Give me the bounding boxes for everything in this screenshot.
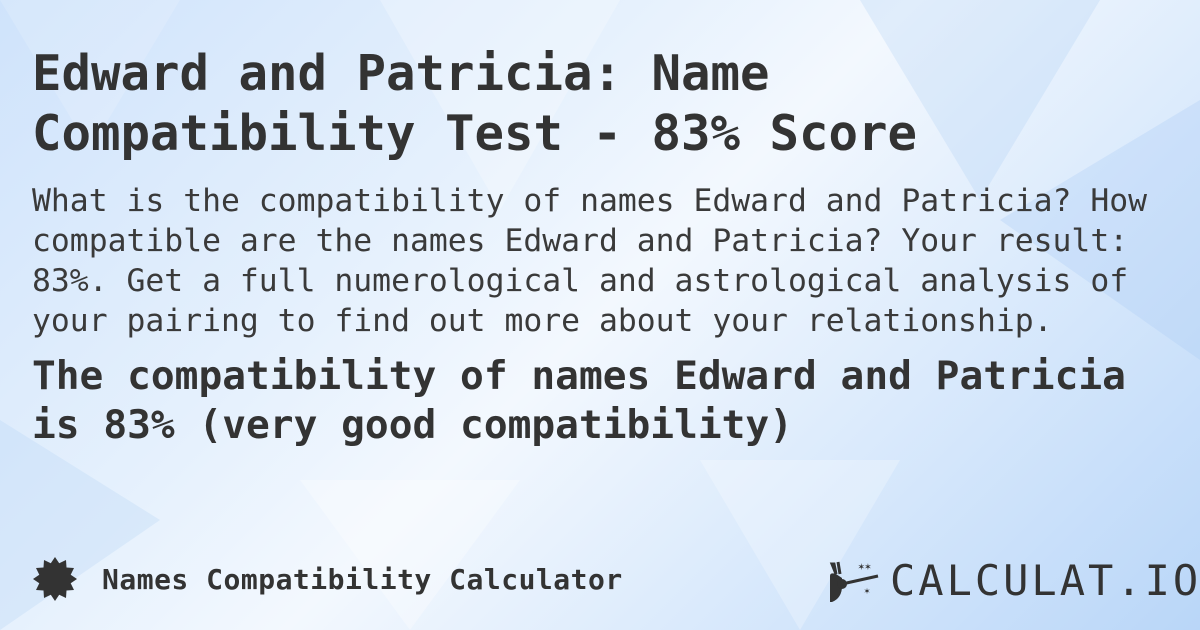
magic-hand-wand-icon: ✶✶ ✶ [829,560,879,602]
result-heading: The compatibility of names Edward and Pa… [32,353,1126,448]
svg-text:✶: ✶ [864,586,870,597]
svg-text:✶✶: ✶✶ [858,560,872,573]
page-title: Edward and Patricia: Name Compatibility … [32,45,918,162]
calculat-io-logo[interactable]: ✶✶ ✶ CALCULAT.IO [828,556,1200,605]
logo-text: CALCULAT.IO [890,556,1200,605]
footer-calculator-name: Names Compatibility Calculator [32,556,623,602]
description: What is the compatibility of names Edwar… [32,183,1148,339]
badge-icon [33,557,77,601]
calculator-name: Names Compatibility Calculator [102,562,623,596]
